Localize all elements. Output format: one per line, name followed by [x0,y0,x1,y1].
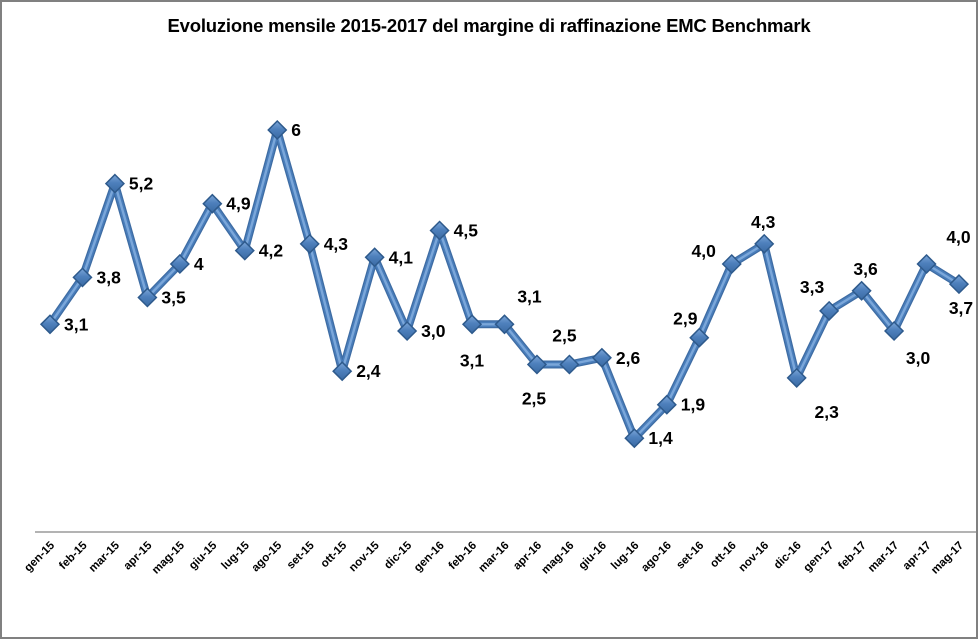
data-point-marker [299,233,320,254]
data-point-marker [851,280,872,301]
data-point-label: 4,3 [324,234,349,254]
x-axis-tick-label: set-16 [674,540,706,572]
data-point-marker [137,287,158,308]
x-axis-tick-label: mar-17 [866,540,901,575]
x-axis-tick-label: gen-17 [802,540,837,575]
data-point-marker [624,428,645,449]
data-point-marker [202,193,223,214]
data-point-marker [169,253,190,275]
data-point-label: 2,5 [522,389,547,409]
data-point-marker [884,320,905,342]
x-axis-tick-label: feb-17 [836,540,868,572]
data-point-label: 4 [194,254,204,274]
data-point-marker [721,253,742,275]
x-axis-tick-label: mar-16 [476,540,511,575]
data-point-label: 2,5 [552,326,577,346]
data-point-marker [332,361,353,382]
x-axis-tick-label: gen-16 [412,540,447,575]
data-point-label: 3,3 [800,277,825,297]
x-axis-tick-label: dic-16 [772,540,804,572]
data-point-marker [754,233,775,254]
x-axis-tick-label: lug-15 [219,539,252,572]
x-axis-tick-label: giu-15 [187,539,220,572]
x-axis-tick-label: set-15 [285,539,317,571]
x-axis-tick-label: giu-16 [577,540,609,572]
data-point-marker [689,327,710,348]
data-point-label: 4,9 [226,194,251,214]
data-point-marker [234,240,255,261]
data-point-marker [948,274,970,295]
data-point-label: 3,1 [64,314,89,334]
x-axis-tick-label: mar-15 [87,539,123,575]
data-point-label: 3,1 [517,286,542,306]
data-point-label: 3,5 [161,288,186,308]
x-axis-tick-label: nov-16 [737,540,772,575]
data-point-label: 1,9 [681,395,706,415]
data-point-marker [461,314,483,335]
data-point-marker [559,354,580,375]
data-point-label: 2,4 [356,361,381,381]
x-axis-tick-label: mag-16 [540,540,577,577]
x-axis-tick-label: dic-15 [382,539,414,571]
data-point-label: 3,1 [460,350,485,370]
data-point-marker [591,347,612,368]
data-point-label: 2,9 [673,309,698,329]
x-axis-tick-label: mag-15 [150,539,187,576]
x-axis-tick-label: ott-15 [319,539,350,570]
data-point-marker [429,220,450,241]
data-point-label: 4,5 [454,221,479,241]
x-axis-tick-label: gen-15 [22,539,57,574]
data-point-marker [39,314,61,335]
data-point-label: 4,0 [946,227,971,247]
x-axis-tick-label: lug-16 [609,540,641,572]
data-point-label: 3,7 [949,298,973,318]
x-axis-tick-label: nov-15 [347,539,382,574]
data-point-label: 2,6 [616,348,641,368]
x-axis-tick-label: ago-16 [639,540,674,575]
data-point-marker [267,119,288,141]
chart-title: Evoluzione mensile 2015-2017 del margine… [167,15,811,36]
data-point-marker [916,253,937,275]
data-point-label: 3,8 [97,267,122,287]
data-point-marker [364,247,385,268]
data-point-label: 3,0 [906,348,931,368]
data-point-label: 4,1 [389,247,414,267]
x-axis-tick-label: ago-15 [250,539,285,574]
data-point-marker [656,394,677,415]
data-point-label: 3,0 [421,321,446,341]
data-point-label: 4,3 [751,212,776,232]
data-point-label: 1,4 [648,428,673,448]
data-point-label: 6 [291,120,301,140]
x-axis-tick-label: feb-16 [447,540,479,572]
x-axis-tick-label: mag-17 [929,540,966,577]
data-point-marker [786,367,807,388]
data-point-label: 5,2 [129,174,154,194]
data-point-marker [526,354,548,375]
data-point-label: 4,0 [692,241,717,261]
data-point-marker [104,173,125,194]
data-point-label: 2,3 [815,402,840,422]
x-axis-tick-label: ott-16 [708,540,739,571]
data-point-marker [397,320,418,342]
data-point-marker [72,267,93,288]
data-point-marker [819,300,840,321]
data-point-label: 3,6 [853,259,878,279]
x-axis-tick-label: feb-15 [57,539,90,572]
data-point-label: 4,2 [259,241,284,261]
data-point-marker [494,314,515,335]
